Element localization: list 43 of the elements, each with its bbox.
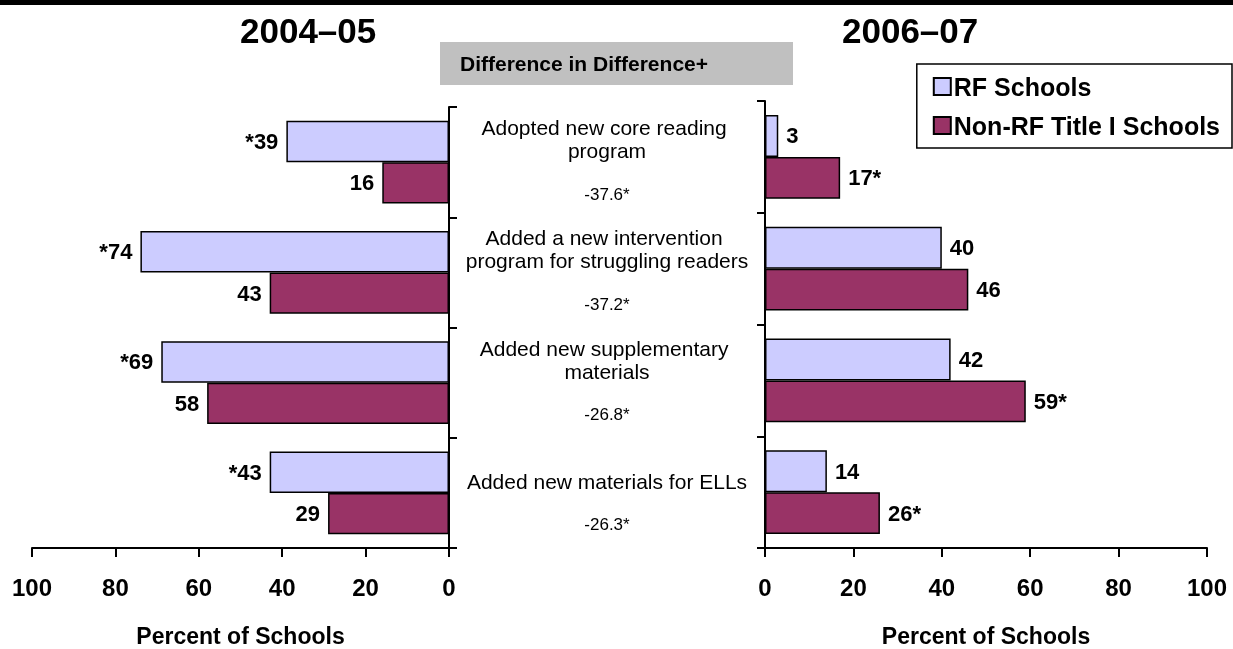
data-label: 40 xyxy=(949,235,975,261)
x-tick-label: 20 xyxy=(352,573,379,601)
text: -26.3* xyxy=(584,515,631,535)
x-tick-label: 40 xyxy=(928,573,956,601)
x-tick-label: 100 xyxy=(1186,573,1228,601)
data-label: 58 xyxy=(174,390,200,416)
x-tick-label: 60 xyxy=(1016,573,1044,601)
text: -26.8* xyxy=(584,405,631,425)
data-label: 14 xyxy=(834,458,861,484)
x-tick-label: 0 xyxy=(758,573,772,601)
text: -37.2* xyxy=(584,294,631,314)
data-label: 16 xyxy=(349,170,375,196)
x-tick-label: 80 xyxy=(1105,573,1132,601)
data-label: 43 xyxy=(237,280,262,306)
chart-title: 2006–07 xyxy=(842,11,979,50)
legend-label: RF Schools xyxy=(953,72,1092,101)
data-label: 26* xyxy=(887,500,922,526)
text: -37.6* xyxy=(584,184,631,204)
data-label: *74 xyxy=(99,239,134,265)
y-tick-label: Added new supplementary materials xyxy=(479,336,735,383)
y-tick-label: Adopted new core reading program xyxy=(481,116,733,163)
data-label: *69 xyxy=(120,349,154,375)
x-axis-title: Percent of Schools xyxy=(136,622,345,649)
x-tick-label: 100 xyxy=(11,573,53,601)
data-label: 3 xyxy=(786,123,799,149)
data-label: 29 xyxy=(295,501,321,527)
data-label: 42 xyxy=(958,346,984,372)
x-tick-label: 40 xyxy=(268,573,296,601)
text: Difference in Difference+ xyxy=(460,52,709,75)
y-tick-label: Added new materials for ELLs xyxy=(466,469,748,493)
data-label: 17* xyxy=(848,165,882,191)
data-label: *43 xyxy=(228,459,262,485)
data-label: 46 xyxy=(976,277,1001,303)
x-tick-label: 80 xyxy=(102,573,129,601)
x-tick-label: 60 xyxy=(185,573,213,601)
y-tick-label: Added a new intervention program for struggling readers xyxy=(465,226,749,273)
legend-label: Non-RF Title I Schools xyxy=(953,111,1221,140)
x-tick-label: 20 xyxy=(840,573,867,601)
x-axis-title: Percent of Schools xyxy=(881,622,1091,649)
data-label: 59* xyxy=(1033,388,1068,414)
x-tick-label: 0 xyxy=(442,573,456,601)
chart-title: 2004–05 xyxy=(240,11,377,50)
data-label: *39 xyxy=(245,128,279,154)
